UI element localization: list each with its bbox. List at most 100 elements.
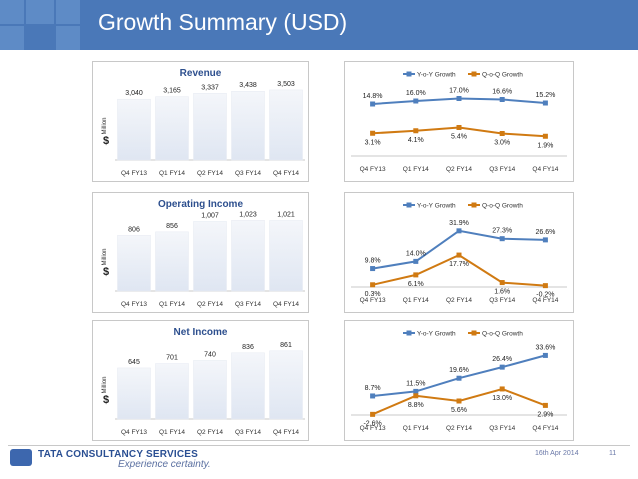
x-tick-label: Q2 FY14 — [446, 166, 472, 173]
x-tick-label: Q4 FY14 — [273, 429, 299, 436]
page-number: 11 — [609, 450, 617, 457]
qoq-point — [456, 398, 462, 404]
bar-value-label: 3,438 — [239, 82, 257, 89]
x-tick-label: Q4 FY14 — [273, 301, 299, 308]
yoy-point — [370, 101, 376, 107]
qoq-point — [370, 411, 376, 417]
legend-label: Y-o-Y Growth — [417, 331, 456, 338]
chart-svg: Y-o-Y Growth Q-o-Q Growth 8.7% 11.5% 19.6% 26… — [351, 330, 567, 432]
qoq-point — [413, 272, 419, 278]
bar-value-label: 1,023 — [239, 211, 257, 218]
chart-title: Operating Income — [158, 199, 243, 210]
yoy-point — [413, 98, 419, 104]
chart-svg: Operating Income $Million 806 Q4 FY13 856 Q1 … — [102, 199, 305, 308]
legend-marker-yoy — [406, 202, 412, 208]
yoy-point — [499, 364, 505, 370]
tcs-logo — [10, 449, 32, 466]
bar-value-label: 806 — [128, 226, 140, 233]
yoy-data-label: 19.6% — [449, 367, 469, 374]
x-tick-label: Q1 FY14 — [159, 170, 185, 177]
x-tick-label: Q3 FY14 — [489, 297, 515, 304]
bar — [193, 221, 227, 292]
legend-label: Q-o-Q Growth — [482, 203, 523, 210]
chart-svg: Revenue $Million 3,040 Q4 FY13 3,165 Q1 FY14 3… — [102, 68, 305, 177]
yoy-data-label: 15.2% — [535, 92, 555, 99]
chart-svg: Y-o-Y Growth Q-o-Q Growth 9.8% 14.0% 31.9% 27… — [351, 202, 567, 304]
yoy-point — [499, 236, 505, 242]
qoq-point — [542, 283, 548, 289]
qoq-point — [413, 393, 419, 399]
qoq-point — [413, 128, 419, 134]
chart-svg: Net Income $Million 645 Q4 FY13 701 Q1 FY14 74… — [102, 327, 305, 436]
brand-tagline: Experience certainty. — [118, 459, 211, 470]
qoq-data-label: 1.9% — [537, 142, 553, 149]
revenue-growth-chart: Y-o-Y Growth Q-o-Q Growth 14.8% 16.0% 17.0% 1… — [344, 61, 574, 182]
yoy-point — [542, 352, 548, 358]
net-income-bar-chart: Net Income $ Million 645 Q4 FY13 701 Q1 FY14 74… — [92, 320, 309, 441]
x-tick-label: Q2 FY14 — [446, 425, 472, 432]
bar — [231, 90, 265, 161]
x-tick-label: Q2 FY14 — [197, 301, 223, 308]
qoq-point — [370, 282, 376, 288]
unit-label: Million — [102, 376, 108, 393]
yoy-point — [370, 266, 376, 272]
x-tick-label: Q3 FY14 — [235, 170, 261, 177]
footer-divider — [8, 445, 630, 446]
yoy-point — [542, 237, 548, 243]
x-tick-label: Q2 FY14 — [197, 170, 223, 177]
qoq-point — [456, 252, 462, 258]
qoq-data-label: 17.7% — [449, 261, 469, 268]
qoq-point — [499, 280, 505, 286]
yoy-line — [372, 354, 546, 397]
legend-marker-qoq — [471, 330, 477, 336]
yoy-data-label: 16.6% — [492, 89, 512, 96]
yoy-point — [542, 100, 548, 106]
header-decor-square — [0, 0, 24, 24]
x-tick-label: Q1 FY14 — [159, 301, 185, 308]
chart-title: Revenue — [180, 68, 222, 79]
yoy-data-label: 17.0% — [449, 88, 469, 95]
bar-value-label: 701 — [166, 355, 178, 362]
net-income-growth-chart: Y-o-Y Growth Q-o-Q Growth 8.7% 11.5% 19.6% 26… — [344, 320, 574, 441]
bar — [231, 220, 265, 292]
x-tick-label: Q2 FY14 — [446, 297, 472, 304]
qoq-data-label: -2.6% — [363, 420, 381, 427]
bar — [155, 96, 189, 161]
x-tick-label: Q4 FY13 — [121, 170, 147, 177]
page-title: Growth Summary (USD) — [98, 9, 348, 35]
x-tick-label: Q4 FY14 — [532, 297, 558, 304]
qoq-data-label: 3.1% — [365, 139, 381, 146]
legend-marker-yoy — [406, 71, 412, 77]
qoq-data-label: -0.2% — [536, 292, 554, 299]
bar — [117, 367, 151, 420]
revenue-bar-chart: Revenue $ Million 3,040 Q4 FY13 3,165 Q1 FY14 3… — [92, 61, 309, 182]
x-tick-label: Q4 FY14 — [273, 170, 299, 177]
bar — [231, 352, 265, 420]
bar-value-label: 1,021 — [277, 211, 295, 218]
yoy-point — [456, 228, 462, 234]
yoy-point — [413, 388, 419, 394]
qoq-data-label: 6.1% — [408, 281, 424, 288]
bar-value-label: 740 — [204, 351, 216, 358]
x-tick-label: Q4 FY14 — [532, 166, 558, 173]
currency-label: $ — [103, 394, 109, 406]
bar — [193, 360, 227, 420]
x-tick-label: Q1 FY14 — [159, 429, 185, 436]
yoy-data-label: 26.6% — [535, 229, 555, 236]
footer-date: 16th Apr 2014 — [535, 450, 579, 457]
yoy-point — [370, 393, 376, 399]
qoq-data-label: 1.6% — [494, 289, 510, 296]
qoq-data-label: 0.3% — [365, 291, 381, 298]
bar — [155, 363, 189, 420]
qoq-data-label: 8.8% — [408, 402, 424, 409]
bar-value-label: 1,007 — [201, 212, 219, 219]
bar-value-label: 3,165 — [163, 88, 181, 95]
bar — [269, 220, 303, 292]
header-decor-square — [56, 26, 80, 50]
x-tick-label: Q4 FY13 — [121, 429, 147, 436]
qoq-data-label: 4.1% — [408, 137, 424, 144]
x-tick-label: Q1 FY14 — [403, 297, 429, 304]
yoy-data-label: 14.8% — [363, 93, 383, 100]
yoy-data-label: 26.4% — [492, 356, 512, 363]
bar — [269, 89, 303, 161]
